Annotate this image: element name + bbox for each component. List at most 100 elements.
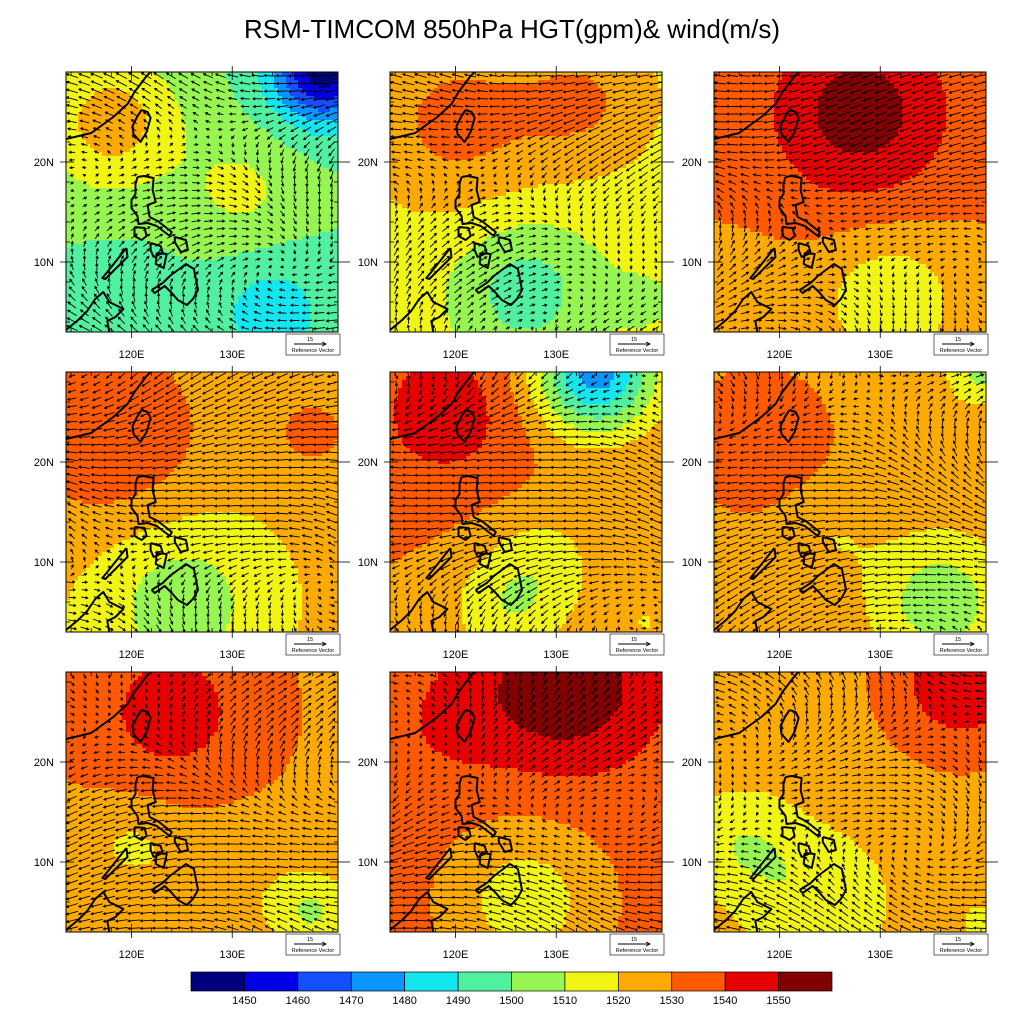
colorbar-swatch [297, 971, 352, 992]
y-tick-20n: 20N [358, 757, 378, 769]
negros-coast [478, 552, 492, 569]
reference-vector-magnitude: 15 [955, 637, 961, 643]
china-coast [66, 372, 152, 440]
map-panel-3: 120E 130E 20N 10N 15 Reference Vector [682, 66, 998, 361]
colorbar-swatch [350, 971, 406, 992]
samar-coast [821, 836, 837, 853]
samar-coast [497, 236, 513, 253]
reference-vector-box: 15 Reference Vector [933, 333, 989, 356]
x-tick-120e: 120E [767, 649, 793, 661]
colorbar-label: 1490 [446, 995, 470, 1007]
reference-vector-box: 15 Reference Vector [609, 333, 665, 356]
reference-vector-magnitude: 15 [307, 937, 313, 943]
y-tick-20n: 20N [682, 157, 702, 169]
samar-coast [173, 536, 189, 553]
luzon-coast [130, 775, 173, 837]
x-tick-120e: 120E [443, 649, 469, 661]
borneo-coast [66, 591, 125, 632]
y-tick-10n: 10N [682, 557, 702, 569]
x-tick-120e: 120E [119, 649, 145, 661]
x-tick-130e: 130E [867, 949, 893, 961]
coastlines [714, 372, 847, 632]
y-tick-10n: 10N [358, 857, 378, 869]
y-tick-10n: 10N [34, 857, 54, 869]
map-content [390, 372, 662, 632]
colorbar-label: 1540 [713, 995, 737, 1007]
y-tick-10n: 10N [34, 557, 54, 569]
map-content [66, 372, 338, 632]
colorbar-label: 1550 [766, 995, 790, 1007]
mindoro-coast [781, 526, 796, 541]
x-tick-120e: 120E [767, 949, 793, 961]
wind-vectors [66, 72, 338, 332]
colorbar-swatch [511, 971, 566, 992]
x-tick-130e: 130E [867, 649, 893, 661]
colorbar-label: 1530 [660, 995, 684, 1007]
reference-vector-box: 15 Reference Vector [933, 933, 989, 956]
panay-coast [473, 542, 488, 558]
colorbar-swatch [778, 971, 833, 992]
panay-coast [473, 242, 488, 258]
colorbar-swatch [724, 971, 779, 992]
map-content [714, 672, 986, 932]
axis-ticks [384, 666, 674, 938]
borneo-coast [714, 891, 773, 932]
samar-coast [173, 236, 189, 253]
negros-coast [478, 252, 492, 269]
y-tick-20n: 20N [682, 457, 702, 469]
colorbar-label: 1450 [232, 995, 256, 1007]
reference-vector-caption: Reference Vector [292, 948, 335, 954]
taiwan-coast [455, 109, 476, 143]
china-coast [390, 672, 476, 740]
reference-vector-box: 15 Reference Vector [285, 633, 341, 656]
coastlines [66, 72, 199, 332]
reference-arrow [942, 341, 976, 347]
reference-vector-magnitude: 15 [631, 637, 637, 643]
panay-coast [797, 542, 812, 558]
borneo-coast [66, 291, 125, 332]
axis-ticks [708, 66, 998, 338]
colorbar-label: 1460 [286, 995, 310, 1007]
mindoro-coast [457, 826, 472, 841]
map-panel-8: 120E 130E 20N 10N 15 Reference Vector [358, 666, 674, 961]
axis-ticks [384, 66, 674, 338]
colorbar-label: 1480 [392, 995, 416, 1007]
reference-arrow [618, 641, 652, 647]
wind-vectors [66, 672, 338, 931]
axis-ticks [60, 666, 350, 938]
map-panel-5: 120E 130E 20N 10N 15 Reference Vector [358, 366, 674, 661]
reference-vector-caption: Reference Vector [940, 648, 983, 654]
mindanao-coast [150, 563, 199, 606]
axis-ticks [384, 366, 674, 638]
taiwan-coast [131, 409, 152, 443]
map-panel-7: 120E 130E 20N 10N 15 Reference Vector [34, 666, 350, 961]
x-tick-120e: 120E [443, 349, 469, 361]
samar-coast [173, 836, 189, 853]
reference-vector-magnitude: 15 [631, 337, 637, 343]
taiwan-coast [131, 709, 152, 743]
y-tick-10n: 10N [34, 257, 54, 269]
x-tick-130e: 130E [543, 649, 569, 661]
colorbar-label: 1470 [339, 995, 363, 1007]
mindanao-coast [474, 263, 523, 306]
coastlines [66, 372, 199, 632]
negros-coast [802, 552, 816, 569]
borneo-coast [714, 291, 773, 332]
map-panel-4: 120E 130E 20N 10N 15 Reference Vector [34, 366, 350, 661]
mindanao-coast [798, 563, 847, 606]
palawan-coast [749, 247, 777, 280]
y-tick-10n: 10N [358, 257, 378, 269]
negros-coast [154, 252, 168, 269]
panay-coast [149, 542, 164, 558]
axis-ticks [60, 366, 350, 638]
x-tick-130e: 130E [543, 349, 569, 361]
x-tick-130e: 130E [219, 349, 245, 361]
palawan-coast [101, 847, 129, 880]
coastlines [66, 672, 199, 932]
taiwan-coast [779, 709, 800, 743]
y-tick-20n: 20N [34, 457, 54, 469]
map-panel-2: 120E 130E 20N 10N 15 Reference Vector [358, 66, 674, 361]
reference-vector-caption: Reference Vector [292, 348, 335, 354]
x-tick-130e: 130E [543, 949, 569, 961]
reference-vector-magnitude: 15 [307, 337, 313, 343]
